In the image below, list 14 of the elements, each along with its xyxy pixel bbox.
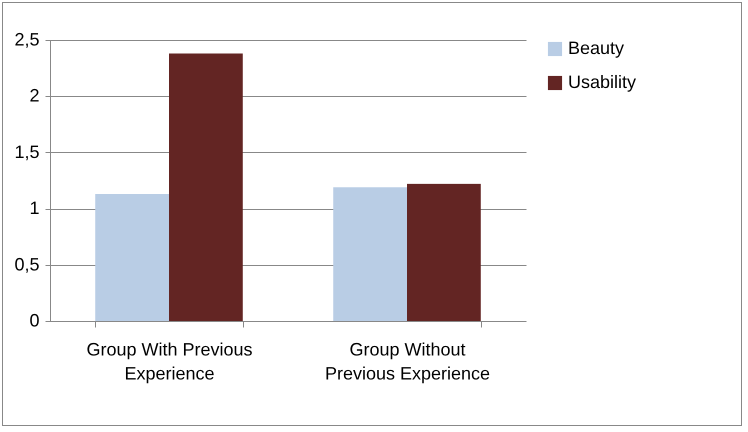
y-tick-label: 2 — [29, 86, 40, 106]
y-tick-label: 2,5 — [14, 30, 40, 50]
y-tick-label: 0,5 — [14, 254, 40, 274]
bar — [333, 187, 407, 321]
y-tick-label: 0 — [29, 310, 40, 330]
x-tick-label: Group Without Previous Experience — [324, 340, 490, 384]
x-tick-label: Group With Previous Experience — [86, 340, 253, 384]
y-tick-label: 1 — [29, 198, 40, 218]
bar — [407, 184, 481, 321]
legend-label: Usability — [568, 72, 636, 92]
bar — [95, 194, 169, 321]
legend-label: Beauty — [568, 38, 624, 58]
y-tick-label: 1,5 — [14, 142, 40, 162]
bar — [169, 53, 243, 321]
